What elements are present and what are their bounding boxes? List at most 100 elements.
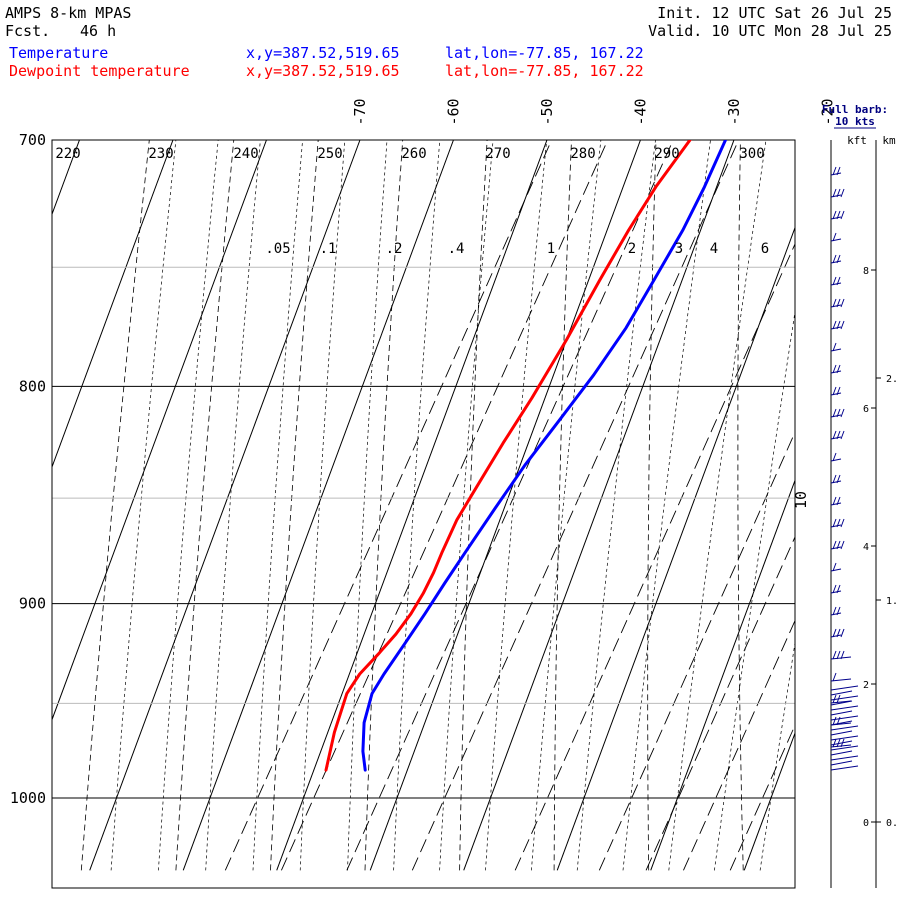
dry-adiabat-line	[459, 140, 488, 871]
wind-barb-flag	[836, 738, 841, 748]
wind-barb-flag	[836, 518, 841, 528]
moist-adiabat-line	[393, 140, 441, 871]
wind-barb-dense	[830, 765, 859, 771]
mixing-ratio-label: .1	[320, 241, 337, 257]
mixing-ratio-line	[598, 431, 795, 871]
wind-barb-dense	[830, 715, 859, 721]
mixing-ratio-label: 1	[547, 241, 555, 257]
wind-barb-flag	[832, 342, 837, 352]
wind-barb-staff	[830, 260, 842, 264]
legend-temperature-xy: x,y=387.52,519.65	[246, 44, 400, 62]
wind-barb-staff	[830, 238, 842, 242]
wind-barb-flag	[836, 628, 841, 638]
isotherm-label: -50	[538, 98, 556, 125]
wind-barb-flag	[840, 408, 845, 418]
pressure-tick-label: 700	[19, 131, 46, 149]
wind-barb-dense	[830, 740, 853, 746]
wind-barb-flag	[836, 408, 841, 418]
mixing-ratio-line	[224, 140, 553, 871]
wind-barb-dense	[830, 695, 859, 701]
isotherm-line	[463, 140, 735, 871]
wind-barb-dense	[830, 710, 853, 716]
wind-title-line1: Full barb:	[822, 103, 888, 116]
wind-barb-flag	[836, 320, 841, 330]
init-time: Init. 12 UTC Sat 26 Jul 25	[657, 4, 892, 22]
wind-barb-staff	[830, 678, 852, 682]
isotherm-line	[89, 140, 361, 871]
isotherm-label: -70	[351, 98, 369, 125]
mixing-ratio-line	[514, 242, 795, 871]
wind-barb-flag	[832, 298, 837, 308]
wind-profile: Full barb:10 kts kft km 0 2 4 6 8 0. 1. 2.	[822, 103, 898, 888]
kft-tick-label: 0	[863, 818, 869, 829]
dry-adiabat-line	[647, 140, 657, 871]
km-tick-label: 0.	[886, 818, 898, 829]
wind-unit-km: km	[882, 134, 896, 147]
wind-barb-flag	[832, 276, 837, 286]
wind-barb-flag	[840, 628, 845, 638]
wind-barb-flag	[836, 584, 841, 594]
wind-barb-flag	[832, 518, 837, 528]
isotherm-line	[650, 478, 795, 871]
wind-barb-dense	[830, 760, 853, 766]
isobars	[51, 139, 796, 889]
wind-barb-dense	[830, 705, 859, 711]
legend-dewpoint-name: Dewpoint temperature	[9, 62, 190, 80]
wind-barb-flag	[836, 430, 841, 440]
dry-adiabat-label: 230	[148, 146, 173, 162]
wind-barb-staff	[830, 348, 842, 352]
wind-barb-staff	[830, 414, 842, 418]
isotherm-line	[743, 731, 795, 871]
wind-barb-flag	[836, 496, 841, 506]
wind-barb-flag	[832, 364, 837, 374]
model-title: AMPS 8-km MPAS	[5, 4, 132, 22]
wind-unit-kft: kft	[847, 134, 867, 147]
wind-barb-flag	[836, 166, 841, 176]
isotherm-label: 10	[792, 491, 810, 509]
wind-barb-dense	[830, 725, 859, 731]
wind-barb-dense	[830, 755, 859, 761]
mixing-ratio-line	[645, 535, 795, 871]
isotherm-line	[52, 140, 267, 722]
moist-adiabat-line	[576, 140, 656, 871]
kft-tick-label: 6	[863, 404, 869, 415]
isotherm-label: -40	[631, 98, 649, 125]
forecast-label: Fcst.	[5, 22, 51, 40]
wind-barb-flag	[840, 188, 845, 198]
wind-barb-flag	[840, 650, 845, 660]
mixing-ratio-label: 2	[628, 241, 636, 257]
isotherm-line	[838, 140, 900, 870]
mixing-ratio-label: 3	[675, 241, 683, 257]
wind-barb-staff	[830, 392, 842, 396]
legend-temperature-latlon: lat,lon=-77.85, 167.22	[445, 44, 644, 62]
dry-adiabat-label: 290	[654, 146, 679, 162]
moist-adiabat-line	[531, 140, 602, 871]
wind-barb-flag	[832, 166, 837, 176]
wind-barb-flag	[832, 210, 837, 220]
wind-barb-staff	[830, 304, 842, 308]
mixing-ratio-line	[280, 140, 609, 871]
dry-adiabat-label: 240	[233, 146, 258, 162]
temperature-line	[361, 140, 727, 772]
isotherm-line	[556, 226, 795, 871]
wind-barb-flag	[836, 188, 841, 198]
wind-barb-staff	[830, 458, 842, 462]
wind-barb-flag	[832, 672, 837, 682]
mixing-ratio-label: 4	[710, 241, 718, 257]
moist-adiabat-line	[347, 140, 388, 871]
wind-barb-flag	[832, 716, 837, 726]
wind-barb-flag	[832, 430, 837, 440]
isotherm-line	[182, 140, 454, 871]
moist-adiabat-line	[110, 140, 177, 871]
wind-barb-staff	[830, 172, 842, 176]
isotherm-line	[52, 140, 80, 216]
moist-adiabat-line	[806, 140, 900, 870]
isotherm-label: -60	[444, 98, 462, 125]
isotherm-label: -20	[818, 98, 836, 125]
wind-barb-flag	[840, 298, 845, 308]
moist-adiabat-line	[439, 140, 494, 871]
dry-adiabat-line	[175, 140, 235, 871]
valid-time: Valid. 10 UTC Mon 28 Jul 25	[648, 22, 892, 40]
mixing-ratio-line	[411, 140, 740, 871]
moist-adiabats	[110, 140, 900, 871]
